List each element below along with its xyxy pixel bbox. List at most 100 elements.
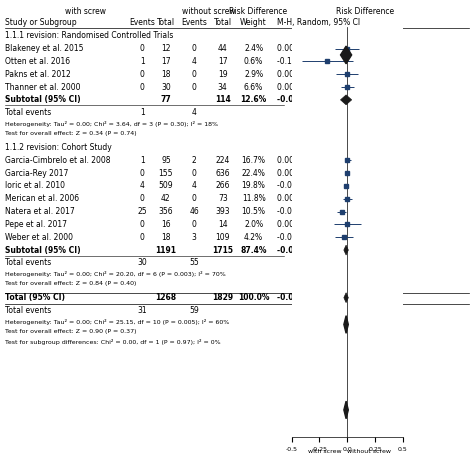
Text: Total events: Total events bbox=[5, 108, 51, 117]
Text: 1268: 1268 bbox=[155, 293, 176, 302]
Text: Subtotal (95% CI): Subtotal (95% CI) bbox=[5, 245, 81, 255]
Text: 2.9%: 2.9% bbox=[244, 70, 263, 79]
Text: 0: 0 bbox=[192, 44, 197, 53]
Text: 55: 55 bbox=[190, 258, 199, 267]
Text: Natera et al. 2017: Natera et al. 2017 bbox=[5, 207, 74, 216]
Text: -0.05 [-0.09, -0.01]: -0.05 [-0.09, -0.01] bbox=[277, 207, 349, 216]
Text: 4: 4 bbox=[140, 181, 145, 191]
Text: Pakns et al. 2012: Pakns et al. 2012 bbox=[5, 70, 71, 79]
Text: 14: 14 bbox=[218, 220, 228, 229]
Text: 0.00 [-0.12, 0.12]: 0.00 [-0.12, 0.12] bbox=[277, 220, 344, 229]
Text: -0.03 [-0.11, 0.05]: -0.03 [-0.11, 0.05] bbox=[277, 233, 346, 242]
Text: 44: 44 bbox=[218, 44, 228, 53]
Text: 22.4%: 22.4% bbox=[242, 169, 265, 178]
Text: 4.2%: 4.2% bbox=[244, 233, 263, 242]
Text: 12.6%: 12.6% bbox=[240, 95, 267, 104]
Text: 17: 17 bbox=[218, 57, 228, 66]
Text: 19: 19 bbox=[218, 70, 228, 79]
Text: 0: 0 bbox=[192, 70, 197, 79]
Text: 636: 636 bbox=[216, 169, 230, 178]
Text: 42: 42 bbox=[161, 194, 171, 203]
Text: Weber et al. 2000: Weber et al. 2000 bbox=[5, 233, 73, 242]
Text: 31: 31 bbox=[137, 306, 147, 315]
Text: 0: 0 bbox=[140, 194, 145, 203]
Text: -0.01 [-0.03, 0.01]: -0.01 [-0.03, 0.01] bbox=[277, 293, 355, 302]
Text: 1191: 1191 bbox=[155, 245, 176, 255]
Text: 155: 155 bbox=[159, 169, 173, 178]
Text: Total: Total bbox=[157, 18, 175, 27]
Text: 266: 266 bbox=[216, 181, 230, 191]
Text: Pepe et al. 2017: Pepe et al. 2017 bbox=[5, 220, 67, 229]
Text: 17: 17 bbox=[161, 57, 171, 66]
Text: 1: 1 bbox=[140, 156, 145, 165]
Text: 25: 25 bbox=[137, 207, 147, 216]
Text: 0.00 [-0.06, 0.06]: 0.00 [-0.06, 0.06] bbox=[277, 82, 344, 92]
Text: Test for subgroup differences: Chi² = 0.00, df = 1 (P = 0.97); I² = 0%: Test for subgroup differences: Chi² = 0.… bbox=[5, 338, 220, 345]
Text: 3: 3 bbox=[192, 233, 197, 242]
Text: 2.0%: 2.0% bbox=[244, 220, 263, 229]
Text: 87.4%: 87.4% bbox=[240, 245, 267, 255]
Polygon shape bbox=[340, 46, 352, 64]
Text: 19.8%: 19.8% bbox=[242, 181, 265, 191]
Polygon shape bbox=[344, 401, 348, 419]
Text: Thanner et al. 2000: Thanner et al. 2000 bbox=[5, 82, 80, 92]
Text: 0.00 [-0.02, 0.03]: 0.00 [-0.02, 0.03] bbox=[277, 156, 344, 165]
Text: without screw: without screw bbox=[347, 449, 392, 454]
Text: 0.00 [-0.11, 0.11]: 0.00 [-0.11, 0.11] bbox=[277, 44, 344, 53]
Text: 46: 46 bbox=[190, 207, 199, 216]
Text: 34: 34 bbox=[218, 82, 228, 92]
Text: 393: 393 bbox=[216, 207, 230, 216]
Text: 0: 0 bbox=[140, 233, 145, 242]
Text: Study or Subgroup: Study or Subgroup bbox=[5, 18, 76, 27]
Text: Test for overall effect: Z = 0.84 (P = 0.40): Test for overall effect: Z = 0.84 (P = 0… bbox=[5, 282, 136, 286]
Text: Otten et al. 2016: Otten et al. 2016 bbox=[5, 57, 70, 66]
Text: 1: 1 bbox=[140, 57, 145, 66]
Text: Weight: Weight bbox=[240, 18, 267, 27]
Text: 77: 77 bbox=[161, 95, 171, 104]
Text: 11.8%: 11.8% bbox=[242, 194, 265, 203]
Text: Heterogeneity: Tau² = 0.00; Chi² = 20.20, df = 6 (P = 0.003); I² = 70%: Heterogeneity: Tau² = 0.00; Chi² = 20.20… bbox=[5, 271, 226, 277]
Text: Events: Events bbox=[182, 18, 207, 27]
Text: 12: 12 bbox=[161, 44, 171, 53]
Text: 0: 0 bbox=[140, 169, 145, 178]
Text: Merican et al. 2006: Merican et al. 2006 bbox=[5, 194, 79, 203]
Text: 0.6%: 0.6% bbox=[244, 57, 263, 66]
Text: 0.00 [-0.10, 0.10]: 0.00 [-0.10, 0.10] bbox=[277, 70, 344, 79]
Polygon shape bbox=[344, 245, 348, 255]
Text: Total: Total bbox=[214, 18, 232, 27]
Polygon shape bbox=[340, 95, 352, 105]
Text: Subtotal (95% CI): Subtotal (95% CI) bbox=[5, 95, 81, 104]
Text: 4: 4 bbox=[192, 57, 197, 66]
Text: 4: 4 bbox=[192, 108, 197, 117]
Text: 1829: 1829 bbox=[212, 293, 233, 302]
Text: -0.18 [-0.41, 0.05]: -0.18 [-0.41, 0.05] bbox=[277, 57, 346, 66]
Text: 18: 18 bbox=[161, 70, 171, 79]
Text: M-H, Random, 95% CI: M-H, Random, 95% CI bbox=[277, 18, 360, 27]
Text: -0.01 [-0.06, 0.04]: -0.01 [-0.06, 0.04] bbox=[277, 95, 355, 104]
Text: 0: 0 bbox=[140, 220, 145, 229]
Text: 1: 1 bbox=[140, 108, 145, 117]
Text: with screw: with screw bbox=[65, 7, 106, 16]
Text: Test for overall effect: Z = 0.34 (P = 0.74): Test for overall effect: Z = 0.34 (P = 0… bbox=[5, 131, 137, 136]
Text: 4: 4 bbox=[192, 181, 197, 191]
Text: -0.01 [-0.03, 0.01]: -0.01 [-0.03, 0.01] bbox=[277, 245, 355, 255]
Text: 16.7%: 16.7% bbox=[242, 156, 265, 165]
Text: -0.01 [-0.02, 0.01]: -0.01 [-0.02, 0.01] bbox=[277, 181, 346, 191]
Text: 95: 95 bbox=[161, 156, 171, 165]
Text: 1715: 1715 bbox=[212, 245, 233, 255]
Text: 509: 509 bbox=[159, 181, 173, 191]
Text: 6.6%: 6.6% bbox=[244, 82, 263, 92]
Text: 0: 0 bbox=[192, 82, 197, 92]
Text: Heterogeneity: Tau² = 0.00; Chi² = 25.15, df = 10 (P = 0.005); I² = 60%: Heterogeneity: Tau² = 0.00; Chi² = 25.15… bbox=[5, 318, 229, 325]
Text: 356: 356 bbox=[159, 207, 173, 216]
Text: Ioric et al. 2010: Ioric et al. 2010 bbox=[5, 181, 65, 191]
Text: Risk Difference: Risk Difference bbox=[229, 7, 287, 16]
Text: 16: 16 bbox=[161, 220, 171, 229]
Text: 30: 30 bbox=[161, 82, 171, 92]
Text: 18: 18 bbox=[161, 233, 171, 242]
Text: 2: 2 bbox=[192, 156, 197, 165]
Text: 0.00 [-0.01, 0.01]: 0.00 [-0.01, 0.01] bbox=[277, 169, 344, 178]
Text: Garcia-Rey 2017: Garcia-Rey 2017 bbox=[5, 169, 68, 178]
Text: Risk Difference: Risk Difference bbox=[336, 7, 394, 16]
Polygon shape bbox=[344, 316, 348, 333]
